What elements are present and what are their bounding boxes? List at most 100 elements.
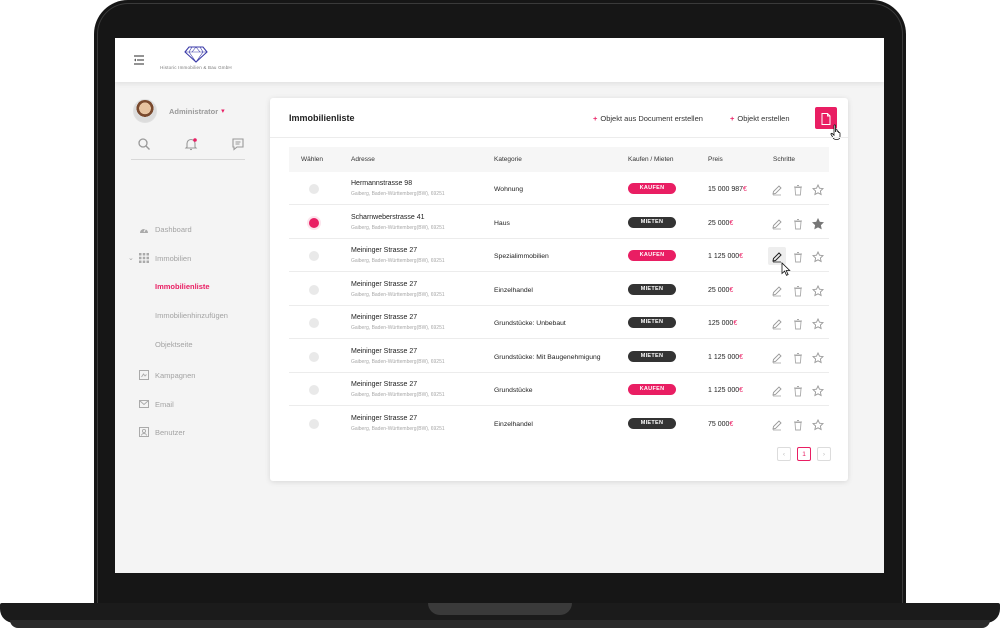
sidebar-item-label: Benutzer bbox=[155, 427, 186, 437]
create-from-document-button[interactable]: + Objekt aus Document erstellen bbox=[593, 114, 703, 123]
trash-icon[interactable] bbox=[792, 384, 804, 397]
pagination-next-button[interactable]: › bbox=[817, 447, 831, 461]
menu-toggle-icon[interactable] bbox=[133, 53, 145, 65]
row-divider bbox=[289, 371, 829, 373]
column-header-buy-rent: Kaufen / Mieten bbox=[628, 156, 674, 163]
edit-icon[interactable] bbox=[771, 217, 783, 229]
row-divider bbox=[289, 204, 829, 205]
column-header-address: Adresse bbox=[351, 156, 375, 163]
select-radio[interactable] bbox=[309, 418, 319, 429]
avatar[interactable] bbox=[133, 99, 157, 123]
star-icon[interactable] bbox=[811, 183, 825, 196]
address-street: Meininger Strasse 27 bbox=[351, 314, 418, 321]
sidebar-item-label: Email bbox=[155, 399, 174, 409]
star-icon[interactable] bbox=[811, 384, 825, 397]
row-divider bbox=[289, 405, 829, 406]
sidebar-item-dashboard[interactable]: Dashboard bbox=[139, 224, 192, 234]
edit-icon[interactable] bbox=[771, 317, 783, 330]
address-street: Meininger Strasse 27 bbox=[351, 381, 418, 388]
address-city: Gaiberg, Baden-Württemberg(BW), 69251 bbox=[351, 358, 445, 365]
select-radio[interactable] bbox=[309, 284, 319, 295]
star-icon[interactable] bbox=[811, 284, 825, 296]
search-icon[interactable] bbox=[137, 137, 151, 151]
currency-symbol: € bbox=[743, 186, 747, 193]
sidebar-item-kampagnen[interactable]: Kampagnen bbox=[139, 370, 195, 380]
trash-icon[interactable] bbox=[792, 284, 804, 296]
table-row[interactable]: Hermannstrasse 98 Gaiberg, Baden-Württemb… bbox=[289, 172, 829, 205]
table-row[interactable]: Meininger Strasse 27 Gaiberg, Baden-Württ… bbox=[289, 306, 829, 339]
sidebar-subitem-objektseite[interactable]: Objektseite bbox=[155, 340, 193, 349]
star-icon[interactable] bbox=[811, 351, 825, 363]
select-radio[interactable] bbox=[309, 184, 319, 194]
pagination-prev-button[interactable]: ‹ bbox=[777, 447, 791, 461]
edit-icon[interactable] bbox=[771, 351, 783, 363]
category-cell: Wohnung bbox=[494, 186, 523, 193]
select-radio[interactable] bbox=[309, 251, 319, 261]
trash-icon[interactable] bbox=[792, 250, 804, 263]
price-value: 1 125 000 bbox=[708, 253, 740, 260]
export-button[interactable] bbox=[815, 107, 837, 129]
sidebar-item-immobilien[interactable]: Immobilien bbox=[139, 253, 191, 263]
price-value: 25 000 bbox=[708, 286, 730, 294]
bell-icon[interactable] bbox=[184, 137, 198, 151]
pagination-page-1[interactable]: 1 bbox=[797, 447, 811, 461]
address-street: Hermannstrasse 98 bbox=[351, 180, 413, 187]
sidebar-item-label: Kampagnen bbox=[155, 370, 196, 380]
address-city: Gaiberg, Baden-Württemberg(BW), 69251 bbox=[351, 191, 445, 197]
star-icon[interactable] bbox=[811, 217, 825, 229]
star-icon[interactable] bbox=[811, 250, 825, 263]
star-icon[interactable] bbox=[811, 317, 825, 330]
edit-icon[interactable] bbox=[771, 183, 783, 196]
trash-icon[interactable] bbox=[792, 217, 804, 229]
edit-icon[interactable] bbox=[771, 284, 783, 296]
table-row[interactable]: Meininger Strasse 27 Gaiberg, Baden-Württ… bbox=[289, 239, 829, 272]
edit-icon[interactable] bbox=[768, 247, 786, 265]
create-from-document-label: Objekt aus Document erstellen bbox=[600, 114, 703, 123]
trash-icon[interactable] bbox=[792, 183, 804, 196]
sidebar-subitem-immobilienliste[interactable]: Immobilienliste bbox=[155, 282, 210, 291]
table-row[interactable]: Scharnweberstrasse 41 Gaiberg, Baden-Würt… bbox=[289, 206, 829, 239]
brand-tagline: Historic Immobilien & Bau GmbH bbox=[160, 65, 232, 70]
trash-icon[interactable] bbox=[792, 418, 804, 430]
table-row[interactable]: Meininger Strasse 27 Gaiberg, Baden-Württ… bbox=[289, 340, 829, 373]
file-export-icon bbox=[821, 112, 831, 130]
price-value: 1 125 000 bbox=[708, 387, 740, 394]
edit-icon[interactable] bbox=[771, 418, 783, 430]
address-city: Gaiberg, Baden-Württemberg(BW), 69251 bbox=[351, 224, 445, 231]
status-badge: MIETEN bbox=[628, 350, 676, 362]
address-city: Gaiberg, Baden-Württemberg(BW), 69251 bbox=[351, 392, 445, 398]
address-street: Meininger Strasse 27 bbox=[351, 247, 418, 254]
select-radio[interactable] bbox=[309, 318, 319, 328]
currency-symbol: € bbox=[729, 420, 734, 428]
create-object-button[interactable]: + Objekt erstellen bbox=[730, 114, 790, 123]
edit-icon[interactable] bbox=[771, 384, 783, 397]
row-divider bbox=[289, 271, 829, 272]
chat-icon[interactable] bbox=[231, 137, 245, 151]
select-radio[interactable] bbox=[309, 385, 319, 395]
price-cell: 125 000€ bbox=[708, 320, 737, 327]
category-cell: Grundstücke bbox=[494, 387, 533, 394]
select-radio[interactable] bbox=[309, 217, 319, 228]
trash-icon[interactable] bbox=[792, 351, 804, 363]
sidebar-item-benutzer[interactable]: Benutzer bbox=[139, 427, 185, 437]
sidebar: Administrator ▾ Dashboard ⌄ bbox=[115, 82, 263, 573]
table-row[interactable]: Meininger Strasse 27 Gaiberg, Baden-Württ… bbox=[289, 273, 829, 306]
user-name[interactable]: Administrator bbox=[169, 106, 219, 116]
price-value: 75 000 bbox=[708, 420, 730, 428]
brand-logo[interactable]: Historic Immobilien & Bau GmbH bbox=[153, 46, 239, 76]
user-menu[interactable]: Administrator ▾ bbox=[133, 99, 225, 123]
table-row[interactable]: Meininger Strasse 27 Gaiberg, Baden-Württ… bbox=[289, 407, 829, 440]
sidebar-subitem-immobilienhinzufuegen[interactable]: Immobilienhinzufügen bbox=[155, 311, 228, 320]
category-cell: Einzelhandel bbox=[494, 420, 533, 428]
chevron-down-icon[interactable]: ⌄ bbox=[128, 255, 134, 262]
sidebar-item-email[interactable]: Email bbox=[139, 399, 174, 409]
user-icon bbox=[139, 427, 149, 437]
select-radio[interactable] bbox=[309, 351, 319, 362]
grid-icon bbox=[139, 253, 149, 263]
status-badge: MIETEN bbox=[628, 417, 676, 429]
trash-icon[interactable] bbox=[792, 317, 804, 330]
chevron-down-icon[interactable]: ▾ bbox=[221, 108, 225, 115]
star-icon[interactable] bbox=[811, 418, 825, 430]
table-row[interactable]: Meininger Strasse 27 Gaiberg, Baden-Württ… bbox=[289, 373, 829, 406]
plus-icon: + bbox=[730, 114, 735, 123]
